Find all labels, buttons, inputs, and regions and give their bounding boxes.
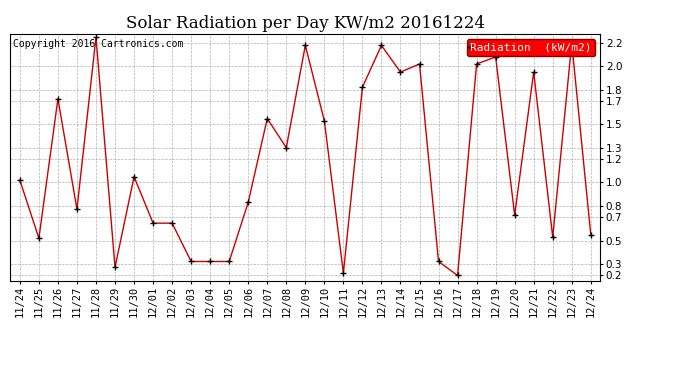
Radiation  (kW/m2) — [16, 178, 24, 182]
Radiation  (kW/m2) — [339, 271, 348, 275]
Radiation  (kW/m2) — [187, 259, 195, 264]
Radiation  (kW/m2) — [168, 221, 176, 225]
Radiation  (kW/m2) — [473, 62, 481, 66]
Radiation  (kW/m2) — [244, 200, 253, 204]
Radiation  (kW/m2) — [263, 116, 271, 121]
Radiation  (kW/m2) — [54, 97, 62, 101]
Radiation  (kW/m2) — [149, 221, 157, 225]
Radiation  (kW/m2) — [206, 259, 215, 264]
Radiation  (kW/m2) — [34, 236, 43, 240]
Radiation  (kW/m2) — [491, 55, 500, 59]
Radiation  (kW/m2) — [435, 259, 443, 264]
Legend: Radiation  (kW/m2): Radiation (kW/m2) — [466, 39, 595, 56]
Title: Solar Radiation per Day KW/m2 20161224: Solar Radiation per Day KW/m2 20161224 — [126, 15, 485, 32]
Radiation  (kW/m2) — [301, 43, 309, 48]
Radiation  (kW/m2) — [529, 70, 538, 74]
Radiation  (kW/m2) — [377, 43, 386, 48]
Radiation  (kW/m2) — [111, 265, 119, 270]
Radiation  (kW/m2) — [92, 35, 100, 39]
Radiation  (kW/m2) — [415, 62, 424, 66]
Radiation  (kW/m2) — [320, 118, 328, 123]
Radiation  (kW/m2) — [453, 273, 462, 278]
Radiation  (kW/m2) — [586, 232, 595, 237]
Line: Radiation  (kW/m2): Radiation (kW/m2) — [17, 34, 593, 278]
Radiation  (kW/m2) — [130, 174, 138, 179]
Text: Copyright 2016 Cartronics.com: Copyright 2016 Cartronics.com — [13, 39, 184, 49]
Radiation  (kW/m2) — [549, 235, 557, 239]
Radiation  (kW/m2) — [396, 70, 404, 74]
Radiation  (kW/m2) — [225, 259, 233, 264]
Radiation  (kW/m2) — [568, 41, 576, 45]
Radiation  (kW/m2) — [358, 85, 366, 90]
Radiation  (kW/m2) — [282, 146, 290, 150]
Radiation  (kW/m2) — [511, 213, 519, 217]
Radiation  (kW/m2) — [73, 207, 81, 212]
